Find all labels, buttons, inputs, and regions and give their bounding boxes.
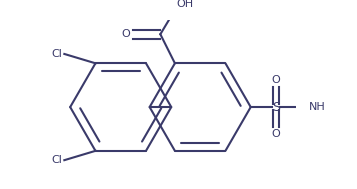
Text: O: O	[272, 75, 280, 85]
Text: Cl: Cl	[52, 49, 62, 59]
Text: Cl: Cl	[52, 155, 62, 165]
Text: S: S	[272, 101, 280, 114]
Text: OH: OH	[176, 0, 193, 9]
Text: O: O	[272, 129, 280, 139]
Text: O: O	[121, 29, 130, 39]
Text: NH: NH	[308, 102, 325, 112]
